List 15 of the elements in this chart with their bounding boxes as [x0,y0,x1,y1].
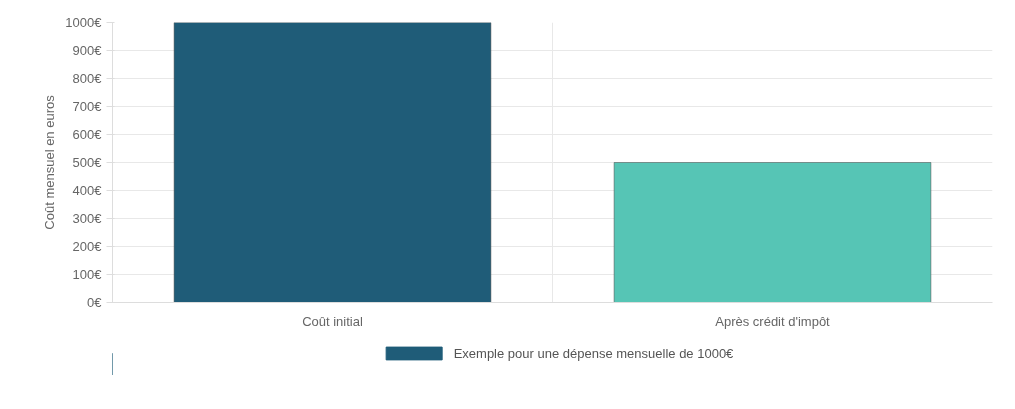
y-tick-label: 1000€ [65,15,103,30]
y-axis-title: Coût mensuel en euros [42,94,58,230]
y-tick-label: 900€ [72,43,103,58]
y-tick-label: 500€ [72,155,103,170]
y-tick-label: 300€ [72,211,103,226]
y-tick-label: 700€ [72,99,103,114]
y-tick-label: 600€ [72,127,103,142]
y-tick-label: 800€ [72,71,103,86]
y-tick-label: 200€ [72,239,103,254]
x-tick-label: Coût initial [302,313,363,329]
y-tick-label: 0€ [87,295,103,310]
y-tick-label: 100€ [72,267,103,282]
y-tick-label: 400€ [72,183,103,198]
legend-label: Exemple pour une dépense mensuelle de 1000€ [453,345,734,361]
x-tick-label: Après crédit d'impôt [715,313,831,329]
